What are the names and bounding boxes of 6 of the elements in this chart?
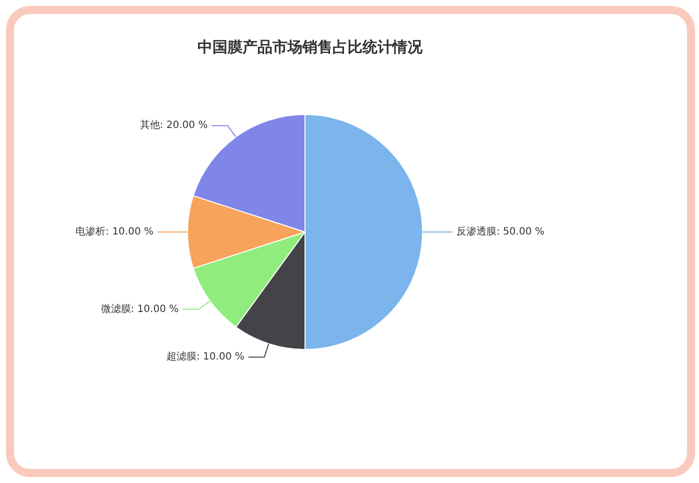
chart-title: 中国膜产品市场销售占比统计情况 bbox=[196, 38, 424, 57]
slice-label: 其他: 20.00 % bbox=[140, 119, 208, 132]
slice-label: 超滤膜: 10.00 % bbox=[166, 350, 244, 363]
slice-label: 电渗析: 10.00 % bbox=[76, 226, 154, 238]
slice-label: 反渗透膜: 50.00 % bbox=[456, 226, 544, 238]
slice-label: 微滤膜: 10.00 % bbox=[100, 302, 179, 315]
